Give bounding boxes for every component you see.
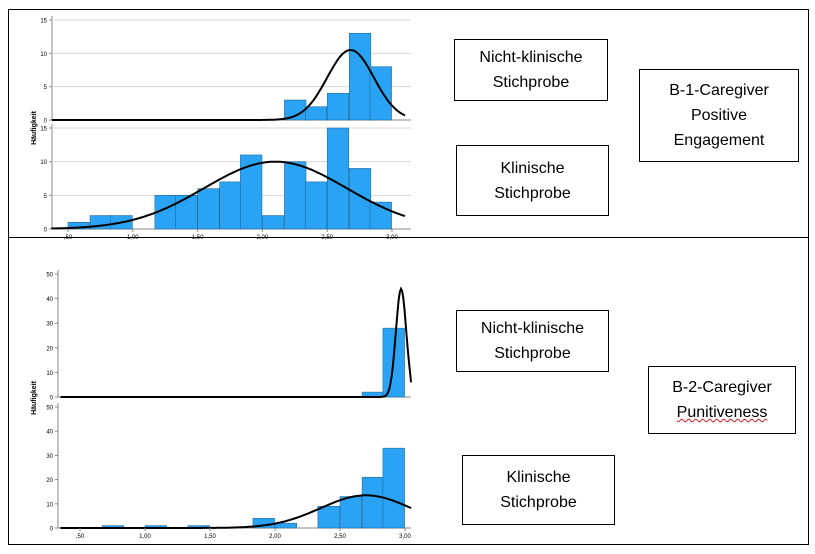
- histogram-bar: [262, 215, 285, 230]
- x-tick-label: ,50: [64, 235, 73, 241]
- label-nonclinical-sample-bottom: Nicht-klinische Stichprobe: [456, 310, 609, 372]
- histogram-bar: [326, 127, 350, 230]
- label-clinical-sample-top: Klinische Stichprobe: [456, 145, 609, 216]
- histogram-bar: [317, 505, 340, 529]
- histogram-bar: [284, 99, 307, 121]
- y-tick-label: 50: [46, 273, 53, 279]
- y-tick-label: 0: [44, 119, 48, 125]
- x-tick-label: 1,00: [127, 235, 139, 241]
- label-caregiver-punitiveness-line2: Punitiveness: [676, 404, 768, 421]
- label-caregiver-positive-engagement: B-1-Caregiver Positive Engagement: [639, 69, 799, 162]
- x-tick-label: 1,00: [139, 534, 151, 540]
- normal-curve: [60, 286, 412, 398]
- histogram-bar: [219, 181, 242, 230]
- normal-curve: [52, 48, 406, 121]
- histogram-bar: [274, 522, 297, 529]
- y-tick-label: 10: [40, 52, 47, 58]
- x-tick-label: 2,00: [269, 534, 281, 540]
- y-tick-label: 50: [46, 406, 53, 412]
- y-tick-label: 40: [46, 430, 53, 436]
- y-tick-label: 10: [46, 371, 53, 377]
- normal-curve: [51, 160, 406, 230]
- histogram-bar: [382, 447, 405, 529]
- histogram-bar: [240, 154, 263, 230]
- y-tick-label: 5: [44, 194, 48, 200]
- histogram-bar: [67, 222, 90, 230]
- histogram-bar: [361, 476, 385, 529]
- y-tick-label: 20: [46, 346, 53, 352]
- y-tick-label: 30: [46, 322, 53, 328]
- histogram-bar: [197, 188, 220, 230]
- histogram-bar: [348, 168, 372, 230]
- y-tick-label: 0: [50, 396, 54, 402]
- y-tick-label: 10: [46, 502, 53, 508]
- y-tick-label: 15: [40, 127, 47, 133]
- y-tick-label: 40: [46, 297, 53, 303]
- y-tick-label: 0: [44, 228, 48, 234]
- chart-layer: 0 5 10 15 0 5 10 15 ,50 1,00 1,50 2,00 2,50 3,00 0 10 20…: [40, 16, 412, 540]
- x-tick-label: 1,50: [192, 235, 204, 241]
- label-clinical-sample-bottom: Klinische Stichprobe: [462, 455, 615, 525]
- y-tick-label: 5: [44, 85, 48, 91]
- y-tick-label: 20: [46, 478, 53, 484]
- ylabel-top: Häufigkeit: [31, 110, 38, 145]
- y-tick-label: 15: [40, 19, 47, 25]
- y-tick-label: 0: [50, 527, 54, 533]
- x-tick-label: 2,50: [334, 534, 346, 540]
- histogram-bar: [304, 106, 328, 121]
- ylabel-bottom: Häufigkeit: [31, 380, 38, 415]
- x-tick-label: ,50: [76, 534, 85, 540]
- histogram-bar: [339, 496, 362, 529]
- label-nonclinical-sample-top: Nicht-klinische Stichprobe: [454, 39, 608, 101]
- x-tick-label: 3,00: [399, 534, 411, 540]
- histogram-bar: [304, 181, 328, 230]
- y-tick-label: 10: [40, 160, 47, 166]
- normal-curve: [60, 494, 412, 529]
- histogram-bar: [284, 161, 307, 230]
- x-tick-label: 2,00: [257, 235, 269, 241]
- x-tick-label: 3,00: [386, 235, 398, 241]
- histogram-bar: [326, 93, 350, 121]
- label-caregiver-punitiveness-line1: B-2-Caregiver: [672, 379, 772, 396]
- label-caregiver-punitiveness: B-2-Caregiver Punitiveness: [648, 366, 796, 434]
- y-tick-label: 30: [46, 454, 53, 460]
- histogram-bar: [175, 195, 198, 230]
- histogram-bar: [348, 33, 372, 121]
- x-tick-label: 2,50: [321, 235, 333, 241]
- x-tick-label: 1,50: [204, 534, 216, 540]
